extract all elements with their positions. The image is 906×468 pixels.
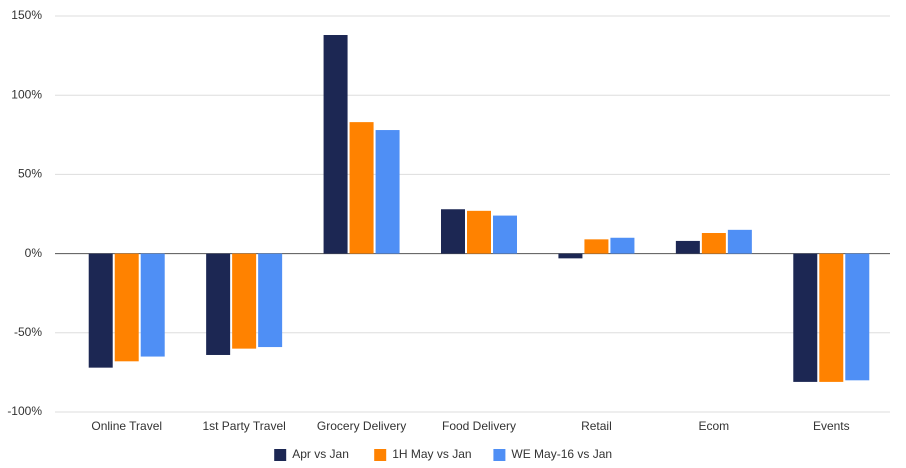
x-tick-label: Grocery Delivery <box>317 419 406 433</box>
bar <box>467 210 491 254</box>
x-tick-label: 1st Party Travel <box>202 419 285 433</box>
bar <box>258 253 283 348</box>
bar <box>793 253 818 382</box>
bar <box>558 253 583 259</box>
bar <box>493 215 517 254</box>
bar <box>114 253 139 362</box>
bar <box>88 253 113 368</box>
legend-swatch <box>274 449 287 461</box>
bar <box>206 253 231 355</box>
bar <box>701 233 726 254</box>
y-tick-label: -100% <box>7 404 42 418</box>
x-tick-label: Online Travel <box>91 419 162 433</box>
x-tick-label: Retail <box>581 419 612 433</box>
bar <box>375 130 400 254</box>
y-tick-label: -50% <box>14 325 42 339</box>
legend-swatch <box>374 449 387 461</box>
bar <box>727 229 752 254</box>
y-tick-label: 100% <box>11 87 42 101</box>
bar <box>140 253 165 357</box>
bar <box>232 253 257 349</box>
legend-label: WE May-16 vs Jan <box>511 447 612 461</box>
x-tick-label: Food Delivery <box>442 419 516 433</box>
bar <box>584 239 609 254</box>
bar <box>845 253 870 381</box>
x-tick-label: Events <box>813 419 850 433</box>
bar <box>349 122 374 254</box>
legend-label: 1H May vs Jan <box>392 447 471 461</box>
legend-label: Apr vs Jan <box>292 447 349 461</box>
y-tick-label: 50% <box>18 167 42 181</box>
bar <box>675 240 700 254</box>
bar <box>441 209 465 254</box>
bar <box>819 253 844 382</box>
legend-swatch <box>493 449 506 461</box>
bar <box>610 237 635 254</box>
x-tick-label: Ecom <box>699 419 730 433</box>
bar <box>323 35 348 254</box>
y-tick-label: 0% <box>25 246 43 260</box>
y-tick-label: 150% <box>11 8 42 22</box>
